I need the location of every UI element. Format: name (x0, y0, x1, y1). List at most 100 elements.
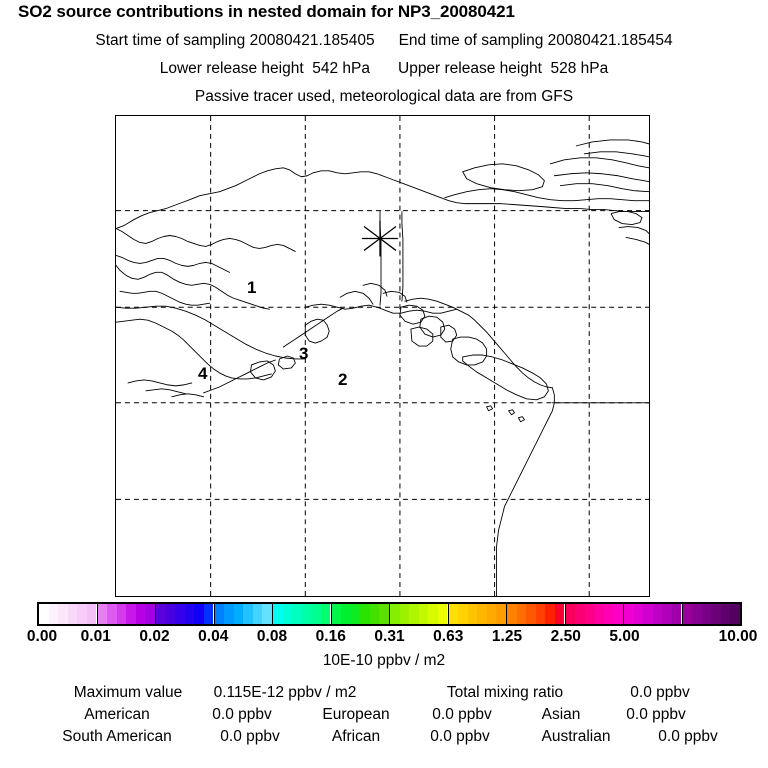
colorbar-step-2-5 (203, 604, 214, 624)
total-mixing-ratio-label: Total mixing ratio (446, 684, 564, 701)
map-plot-panel[interactable]: 1 2 3 4 (115, 115, 650, 597)
colorbar-step-0-2 (58, 604, 68, 624)
colorbar-tick-0-31: 0.31 (374, 628, 405, 645)
colorbar-step-0-0 (39, 604, 49, 624)
colorbar-step-4-5 (320, 604, 331, 624)
colorbar-step-11-3 (711, 604, 721, 624)
colorbar-segment-7 (448, 604, 507, 624)
colorbar-step-7-0 (448, 604, 459, 624)
stats-row-maximum: Maximum value 0.115E-12 ppbv / m2 Total … (0, 684, 768, 706)
colorbar-step-8-4 (545, 604, 555, 624)
colorbar-step-4-0 (273, 604, 283, 624)
colorbar-step-10-3 (652, 604, 663, 624)
colorbar-step-5-1 (341, 604, 351, 624)
colorbar-step-7-2 (467, 604, 478, 624)
release-height-line: Lower release height 542 hPa Upper releas… (0, 60, 768, 78)
colorbar-step-1-0 (97, 604, 108, 624)
colorbar-step-3-2 (233, 604, 244, 624)
colorbar-step-7-1 (458, 604, 468, 624)
page-title: SO2 source contributions in nested domai… (18, 2, 515, 21)
start-time-label: Start time of sampling 20080421.185405 (95, 32, 375, 49)
colorbar-step-6-0 (390, 604, 400, 624)
colorbar-step-8-3 (535, 604, 546, 624)
colorbar-step-11-1 (692, 604, 702, 624)
region-label-3: 3 (299, 344, 309, 363)
african-value: 0.0 ppbv (430, 728, 490, 745)
colorbar-step-0-4 (77, 604, 87, 624)
european-label: European (322, 706, 390, 723)
maximum-value: 0.115E-12 ppbv / m2 (213, 684, 357, 701)
colorbar-tick-0-02: 0.02 (139, 628, 170, 645)
colorbar-step-11-5 (730, 604, 740, 624)
colorbar-step-6-1 (399, 604, 410, 624)
upper-release-height-label: Upper release height 528 hPa (398, 60, 609, 77)
colorbar-step-8-2 (526, 604, 536, 624)
colorbar-step-5-5 (379, 604, 389, 624)
colorbar-segment-1 (97, 604, 156, 624)
colorbar-step-9-5 (613, 604, 623, 624)
colorbar-step-3-0 (214, 604, 225, 624)
stats-row-continents-2: South American 0.0 ppbv African 0.0 ppbv… (0, 728, 768, 750)
colorbar-segment-3 (214, 604, 273, 624)
colorbar-segment-9 (565, 604, 624, 624)
colorbar-segment-6 (390, 604, 449, 624)
colorbar-segment-8 (507, 604, 566, 624)
colorbar-step-6-2 (409, 604, 419, 624)
colorbar-step-7-3 (477, 604, 487, 624)
colorbar-segment-10 (624, 604, 683, 624)
colorbar-step-10-2 (643, 604, 653, 624)
colorbar-step-7-5 (496, 604, 506, 624)
colorbar[interactable] (37, 602, 742, 626)
colorbar-step-9-1 (575, 604, 585, 624)
colorbar-tick-2-50: 2.50 (550, 628, 581, 645)
european-value: 0.0 ppbv (432, 706, 492, 723)
colorbar-step-3-3 (243, 604, 253, 624)
colorbar-step-9-4 (603, 604, 614, 624)
map-gridlines (116, 116, 649, 596)
statistics-block: Maximum value 0.115E-12 ppbv / m2 Total … (0, 684, 768, 750)
colorbar-segment-4 (273, 604, 332, 624)
colorbar-step-1-1 (107, 604, 117, 624)
asian-label: Asian (541, 706, 581, 723)
colorbar-step-4-3 (301, 604, 312, 624)
maximum-value-label: Maximum value (73, 684, 183, 701)
colorbar-step-3-1 (224, 604, 234, 624)
colorbar-step-4-4 (311, 604, 321, 624)
colorbar-tick-5-00: 5.00 (609, 628, 640, 645)
colorbar-units-label: 10E-10 ppbv / m2 (322, 652, 446, 669)
colorbar-step-11-0 (682, 604, 693, 624)
colorbar-tick-0-16: 0.16 (315, 628, 346, 645)
colorbar-step-6-3 (418, 604, 429, 624)
colorbar-step-2-1 (165, 604, 176, 624)
colorbar-tick-0-63: 0.63 (433, 628, 464, 645)
region-label-2: 2 (338, 370, 348, 389)
american-value: 0.0 ppbv (212, 706, 272, 723)
colorbar-tick-labels: 0.00 0.01 0.02 0.04 0.08 0.16 0.31 0.63 1.25 2.50… (0, 628, 768, 648)
colorbar-step-1-2 (116, 604, 127, 624)
south-american-label: South American (62, 728, 172, 745)
colorbar-tick-10-00: 10.00 (718, 628, 758, 645)
colorbar-step-5-4 (369, 604, 380, 624)
south-american-value: 0.0 ppbv (220, 728, 280, 745)
colorbar-step-10-1 (633, 604, 644, 624)
end-time-label: End time of sampling 20080421.185454 (398, 32, 673, 49)
colorbar-step-5-0 (331, 604, 342, 624)
region-label-1: 1 (247, 278, 257, 297)
colorbar-step-8-5 (554, 604, 565, 624)
stats-row-continents-1: American 0.0 ppbv European 0.0 ppbv Asia… (0, 706, 768, 728)
colorbar-step-0-3 (67, 604, 78, 624)
colorbar-step-10-5 (671, 604, 682, 624)
colorbar-step-2-3 (184, 604, 195, 624)
colorbar-segment-2 (156, 604, 215, 624)
colorbar-step-1-5 (145, 604, 155, 624)
tracer-note-label: Passive tracer used, meteorological data… (194, 88, 574, 105)
colorbar-tick-0-00: 0.00 (26, 628, 58, 645)
colorbar-step-7-4 (486, 604, 497, 624)
australian-label: Australian (541, 728, 611, 745)
colorbar-segment-11 (682, 604, 741, 624)
colorbar-step-3-4 (252, 604, 263, 624)
american-label: American (84, 706, 150, 723)
colorbar-step-2-0 (156, 604, 166, 624)
release-point-asterisk (362, 220, 398, 257)
african-label: African (331, 728, 381, 745)
